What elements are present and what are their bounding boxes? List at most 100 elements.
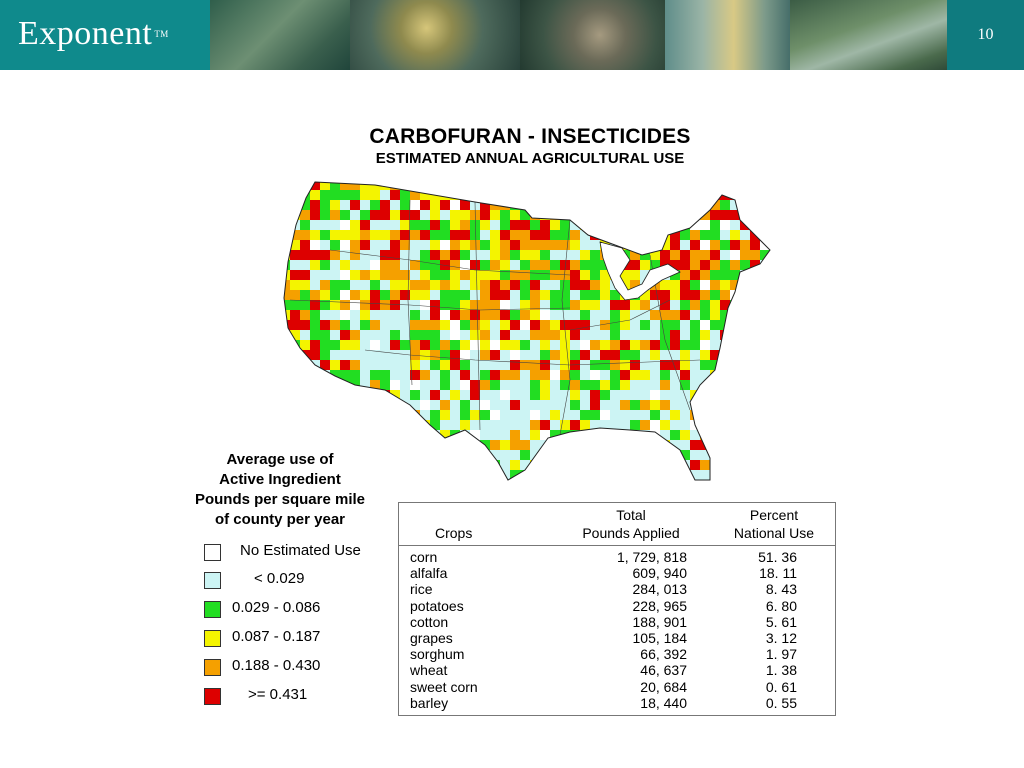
county-cell: [590, 250, 600, 260]
county-cell: [560, 450, 570, 460]
county-cell: [500, 190, 510, 200]
county-cell: [630, 430, 640, 440]
county-cell: [690, 230, 700, 240]
county-cell: [360, 250, 370, 260]
county-cell: [270, 410, 280, 420]
county-cell: [610, 330, 620, 340]
county-cell: [300, 390, 310, 400]
county-cell: [360, 400, 370, 410]
county-cell: [690, 410, 700, 420]
county-cell: [330, 230, 340, 240]
county-cell: [330, 182, 340, 190]
county-cell: [770, 400, 780, 410]
county-cell: [520, 260, 530, 270]
county-cell: [500, 350, 510, 360]
county-cell: [440, 450, 450, 460]
county-cell: [510, 300, 520, 310]
county-cell: [690, 460, 700, 470]
county-cell: [510, 220, 520, 230]
county-cell: [310, 350, 320, 360]
county-cell: [600, 480, 610, 490]
county-cell: [570, 320, 580, 330]
county-cell: [540, 310, 550, 320]
county-cell: [640, 290, 650, 300]
county-cell: [610, 340, 620, 350]
county-cell: [750, 490, 760, 500]
county-cell: [610, 480, 620, 490]
county-cell: [660, 300, 670, 310]
county-cell: [670, 440, 680, 450]
county-cell: [520, 300, 530, 310]
county-cell: [500, 400, 510, 410]
county-cell: [320, 280, 330, 290]
county-cell: [570, 340, 580, 350]
county-cell: [620, 410, 630, 420]
county-cell: [300, 290, 310, 300]
county-cell: [460, 440, 470, 450]
county-cell: [430, 350, 440, 360]
county-cell: [640, 320, 650, 330]
county-cell: [700, 182, 710, 190]
county-cell: [480, 380, 490, 390]
county-cell: [420, 370, 430, 380]
county-cell: [670, 390, 680, 400]
county-cell: [410, 340, 420, 350]
county-cell: [640, 490, 650, 500]
county-cell: [270, 190, 280, 200]
county-cell: [300, 420, 310, 430]
county-cell: [570, 280, 580, 290]
county-cell: [630, 370, 640, 380]
county-cell: [510, 470, 520, 480]
county-cell: [470, 300, 480, 310]
county-cell: [310, 240, 320, 250]
county-cell: [320, 330, 330, 340]
county-cell: [284, 200, 290, 210]
county-cell: [740, 240, 750, 250]
county-cell: [440, 340, 450, 350]
county-cell: [300, 380, 310, 390]
county-cell: [610, 410, 620, 420]
county-cell: [320, 320, 330, 330]
county-cell: [690, 380, 700, 390]
county-cell: [270, 240, 280, 250]
county-cell: [380, 460, 390, 470]
county-cell: [770, 250, 780, 260]
county-cell: [460, 400, 470, 410]
county-cell: [560, 400, 570, 410]
percent-cell: 0. 61: [765, 678, 797, 695]
county-cell: [660, 350, 670, 360]
county-cell: [450, 220, 460, 230]
county-cell: [320, 260, 330, 270]
legend-label: 0.188 - 0.430: [232, 657, 321, 674]
county-cell: [290, 230, 300, 240]
county-cell: [590, 380, 600, 390]
county-cell: [430, 460, 440, 470]
county-cell: [600, 190, 610, 200]
county-cell: [740, 310, 750, 320]
county-cell: [320, 230, 330, 240]
crop-cell: sorghum: [410, 646, 465, 663]
county-cell: [420, 260, 430, 270]
county-cell: [400, 270, 410, 280]
crop-usage-table: Crops Total Pounds Applied Percent Natio…: [398, 502, 836, 716]
county-cell: [470, 320, 480, 330]
county-cell: [700, 220, 710, 230]
county-cell: [720, 370, 730, 380]
county-cell: [270, 180, 280, 190]
table-header-total-line2: Pounds Applied: [582, 525, 680, 541]
county-cell: [720, 270, 730, 280]
county-cell: [680, 480, 690, 490]
county-cell: [730, 270, 740, 280]
county-cell: [510, 440, 520, 450]
county-cell: [450, 310, 460, 320]
county-cell: [730, 380, 740, 390]
county-cell: [630, 400, 640, 410]
county-cell: [450, 450, 460, 460]
county-cell: [390, 220, 400, 230]
percent-cell: 6. 80: [765, 597, 797, 614]
county-cell: [510, 390, 520, 400]
county-cell: [560, 440, 570, 450]
county-cell: [650, 182, 660, 190]
county-cell: [600, 360, 610, 370]
county-cell: [630, 320, 640, 330]
